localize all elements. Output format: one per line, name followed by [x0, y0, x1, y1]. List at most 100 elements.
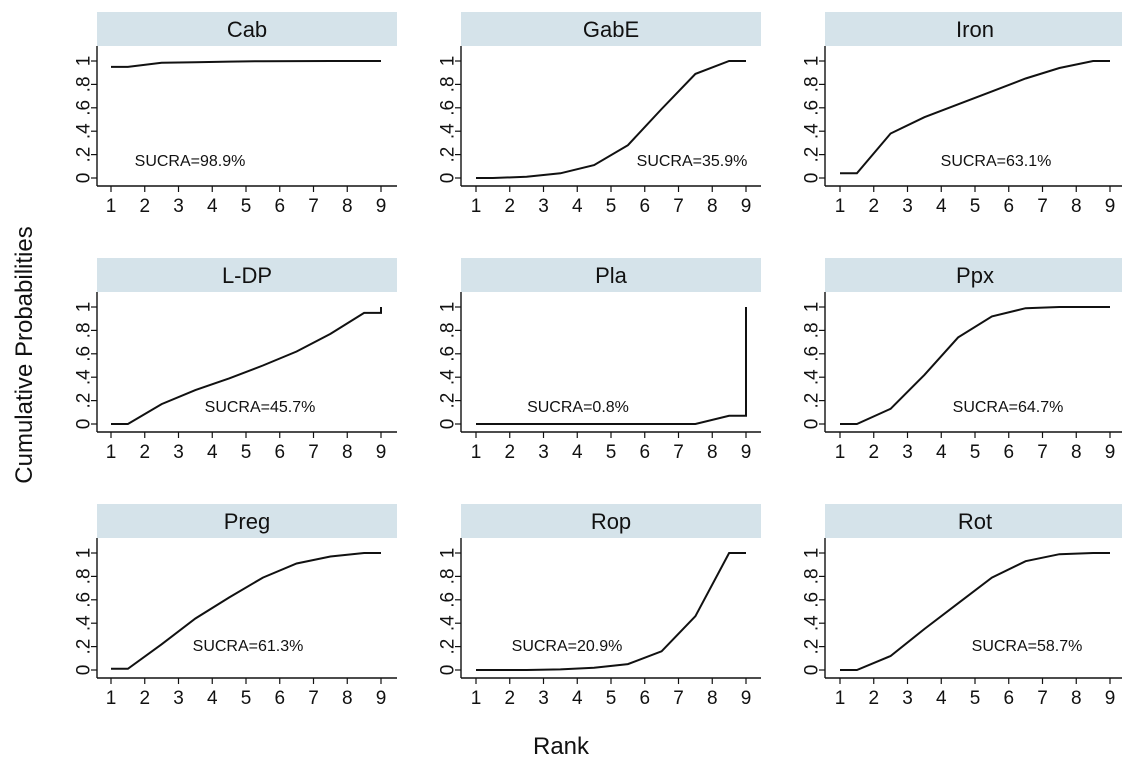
x-tick-label-cab: 6: [274, 196, 285, 217]
x-tick-label-gabe: 8: [707, 196, 718, 217]
series-line-pla: [476, 307, 747, 425]
x-tick-label-l-dp: 5: [241, 442, 252, 463]
y-tick-label-ppx: .4: [802, 369, 823, 385]
x-tick-label-pla: 5: [606, 442, 617, 463]
y-tick-label-ppx: .8: [802, 322, 823, 338]
y-tick-label-l-dp: .2: [74, 393, 95, 409]
series-line-ppx: [840, 306, 1110, 425]
x-tick-label-pla: 8: [707, 442, 718, 463]
y-tick-label-ppx: 0: [802, 419, 823, 430]
y-tick-label-iron: 1: [802, 56, 823, 67]
x-tick-label-ppx: 9: [1105, 442, 1116, 463]
y-tick-label-rop: 1: [438, 548, 459, 559]
y-tick-label-cab: .8: [74, 76, 95, 92]
panel-header-rop: [461, 504, 761, 538]
x-tick-label-rot: 8: [1071, 688, 1082, 709]
y-tick-label-cab: .2: [74, 147, 95, 163]
y-tick-label-gabe: .4: [438, 123, 459, 139]
x-tick-label-cab: 5: [241, 196, 252, 217]
panel-header-ppx: [825, 258, 1122, 292]
x-tick-label-rot: 2: [868, 688, 879, 709]
y-tick-label-preg: .4: [74, 615, 95, 631]
y-tick-label-preg: 0: [74, 665, 95, 676]
x-tick-label-cab: 4: [207, 196, 218, 217]
x-tick-label-gabe: 3: [538, 196, 549, 217]
y-tick-label-rot: 1: [802, 548, 823, 559]
y-tick-label-pla: .6: [438, 346, 459, 362]
y-tick-label-rop: .4: [438, 615, 459, 631]
x-tick-label-gabe: 5: [606, 196, 617, 217]
panel-title-rop: Rop: [591, 509, 631, 534]
x-tick-label-pla: 4: [572, 442, 583, 463]
y-axis-label: Cumulative Probabilities: [11, 226, 38, 484]
panel-header-rot: [825, 504, 1122, 538]
sucra-annotation-gabe: SUCRA=35.9%: [637, 153, 748, 170]
x-tick-label-iron: 2: [868, 196, 879, 217]
y-tick-label-rot: .2: [802, 639, 823, 655]
x-tick-label-rot: 7: [1037, 688, 1048, 709]
x-tick-label-l-dp: 8: [342, 442, 353, 463]
y-tick-label-cab: 1: [74, 56, 95, 67]
x-tick-label-ppx: 5: [970, 442, 981, 463]
x-tick-label-rot: 5: [970, 688, 981, 709]
y-tick-label-l-dp: 1: [74, 302, 95, 313]
y-tick-label-pla: .2: [438, 393, 459, 409]
x-tick-label-cab: 2: [139, 196, 150, 217]
x-tick-label-l-dp: 7: [308, 442, 319, 463]
series-line-rot: [840, 552, 1110, 671]
y-tick-label-gabe: 0: [438, 173, 459, 184]
y-tick-label-rot: .6: [802, 592, 823, 608]
sucra-annotation-preg: SUCRA=61.3%: [193, 638, 304, 655]
y-tick-label-l-dp: .8: [74, 322, 95, 338]
x-tick-label-rop: 6: [639, 688, 650, 709]
x-tick-label-ppx: 4: [936, 442, 947, 463]
panel-title-iron: Iron: [956, 17, 994, 42]
x-tick-label-l-dp: 6: [274, 442, 285, 463]
x-tick-label-gabe: 9: [741, 196, 752, 217]
y-tick-label-rop: .8: [438, 568, 459, 584]
y-tick-label-l-dp: .4: [74, 369, 95, 385]
x-tick-label-rop: 7: [673, 688, 684, 709]
x-axis-label: Rank: [532, 733, 590, 760]
series-line-iron: [840, 60, 1110, 175]
x-tick-label-rot: 3: [902, 688, 913, 709]
x-tick-label-ppx: 6: [1003, 442, 1014, 463]
series-line-cab: [111, 60, 381, 68]
x-tick-label-pla: 6: [639, 442, 650, 463]
y-axis-label-wrap: Cumulative Probabilities: [8, 180, 42, 530]
panel-title-rot: Rot: [958, 509, 992, 534]
x-tick-label-cab: 9: [376, 196, 387, 217]
x-tick-label-rop: 1: [471, 688, 482, 709]
panel-title-ppx: Ppx: [956, 263, 994, 288]
x-tick-label-iron: 4: [936, 196, 947, 217]
y-tick-label-rop: 0: [438, 665, 459, 676]
x-tick-label-ppx: 1: [835, 442, 846, 463]
y-tick-label-cab: 0: [74, 173, 95, 184]
sucra-annotation-rot: SUCRA=58.7%: [972, 638, 1083, 655]
x-tick-label-rop: 8: [707, 688, 718, 709]
x-tick-label-l-dp: 2: [139, 442, 150, 463]
x-tick-label-gabe: 1: [471, 196, 482, 217]
sucra-annotation-iron: SUCRA=63.1%: [941, 153, 1052, 170]
series-line-preg: [111, 552, 381, 670]
x-tick-label-ppx: 8: [1071, 442, 1082, 463]
y-tick-label-preg: .6: [74, 592, 95, 608]
y-tick-label-rot: .4: [802, 615, 823, 631]
y-tick-label-preg: .8: [74, 568, 95, 584]
x-tick-label-ppx: 7: [1037, 442, 1048, 463]
y-tick-label-gabe: .8: [438, 76, 459, 92]
panel-header-gabe: [461, 12, 761, 46]
x-tick-label-gabe: 7: [673, 196, 684, 217]
y-tick-label-preg: .2: [74, 639, 95, 655]
x-tick-label-pla: 7: [673, 442, 684, 463]
panel-header-cab: [97, 12, 397, 46]
panel-title-preg: Preg: [224, 509, 270, 534]
x-tick-label-preg: 6: [274, 688, 285, 709]
y-tick-label-cab: .6: [74, 100, 95, 116]
x-tick-label-cab: 8: [342, 196, 353, 217]
series-line-rop: [476, 552, 746, 671]
x-tick-label-pla: 9: [741, 442, 752, 463]
panel-title-pla: Pla: [595, 263, 628, 288]
x-tick-label-preg: 4: [207, 688, 218, 709]
